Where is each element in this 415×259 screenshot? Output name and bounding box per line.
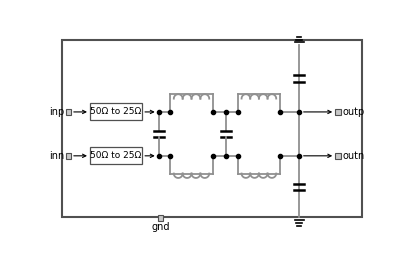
Bar — [66, 109, 71, 115]
Text: outn: outn — [342, 151, 364, 161]
Text: 50Ω to 25Ω: 50Ω to 25Ω — [90, 151, 142, 160]
Text: gnd: gnd — [151, 222, 170, 232]
Bar — [90, 147, 142, 164]
Text: 50Ω to 25Ω: 50Ω to 25Ω — [90, 107, 142, 117]
Bar — [335, 109, 340, 115]
Text: outp: outp — [342, 107, 364, 117]
Bar — [335, 153, 340, 159]
Bar — [66, 153, 71, 159]
Text: inp: inp — [49, 107, 64, 117]
Bar — [90, 103, 142, 120]
Bar — [62, 40, 362, 217]
Bar — [158, 215, 164, 221]
Text: inn: inn — [49, 151, 64, 161]
